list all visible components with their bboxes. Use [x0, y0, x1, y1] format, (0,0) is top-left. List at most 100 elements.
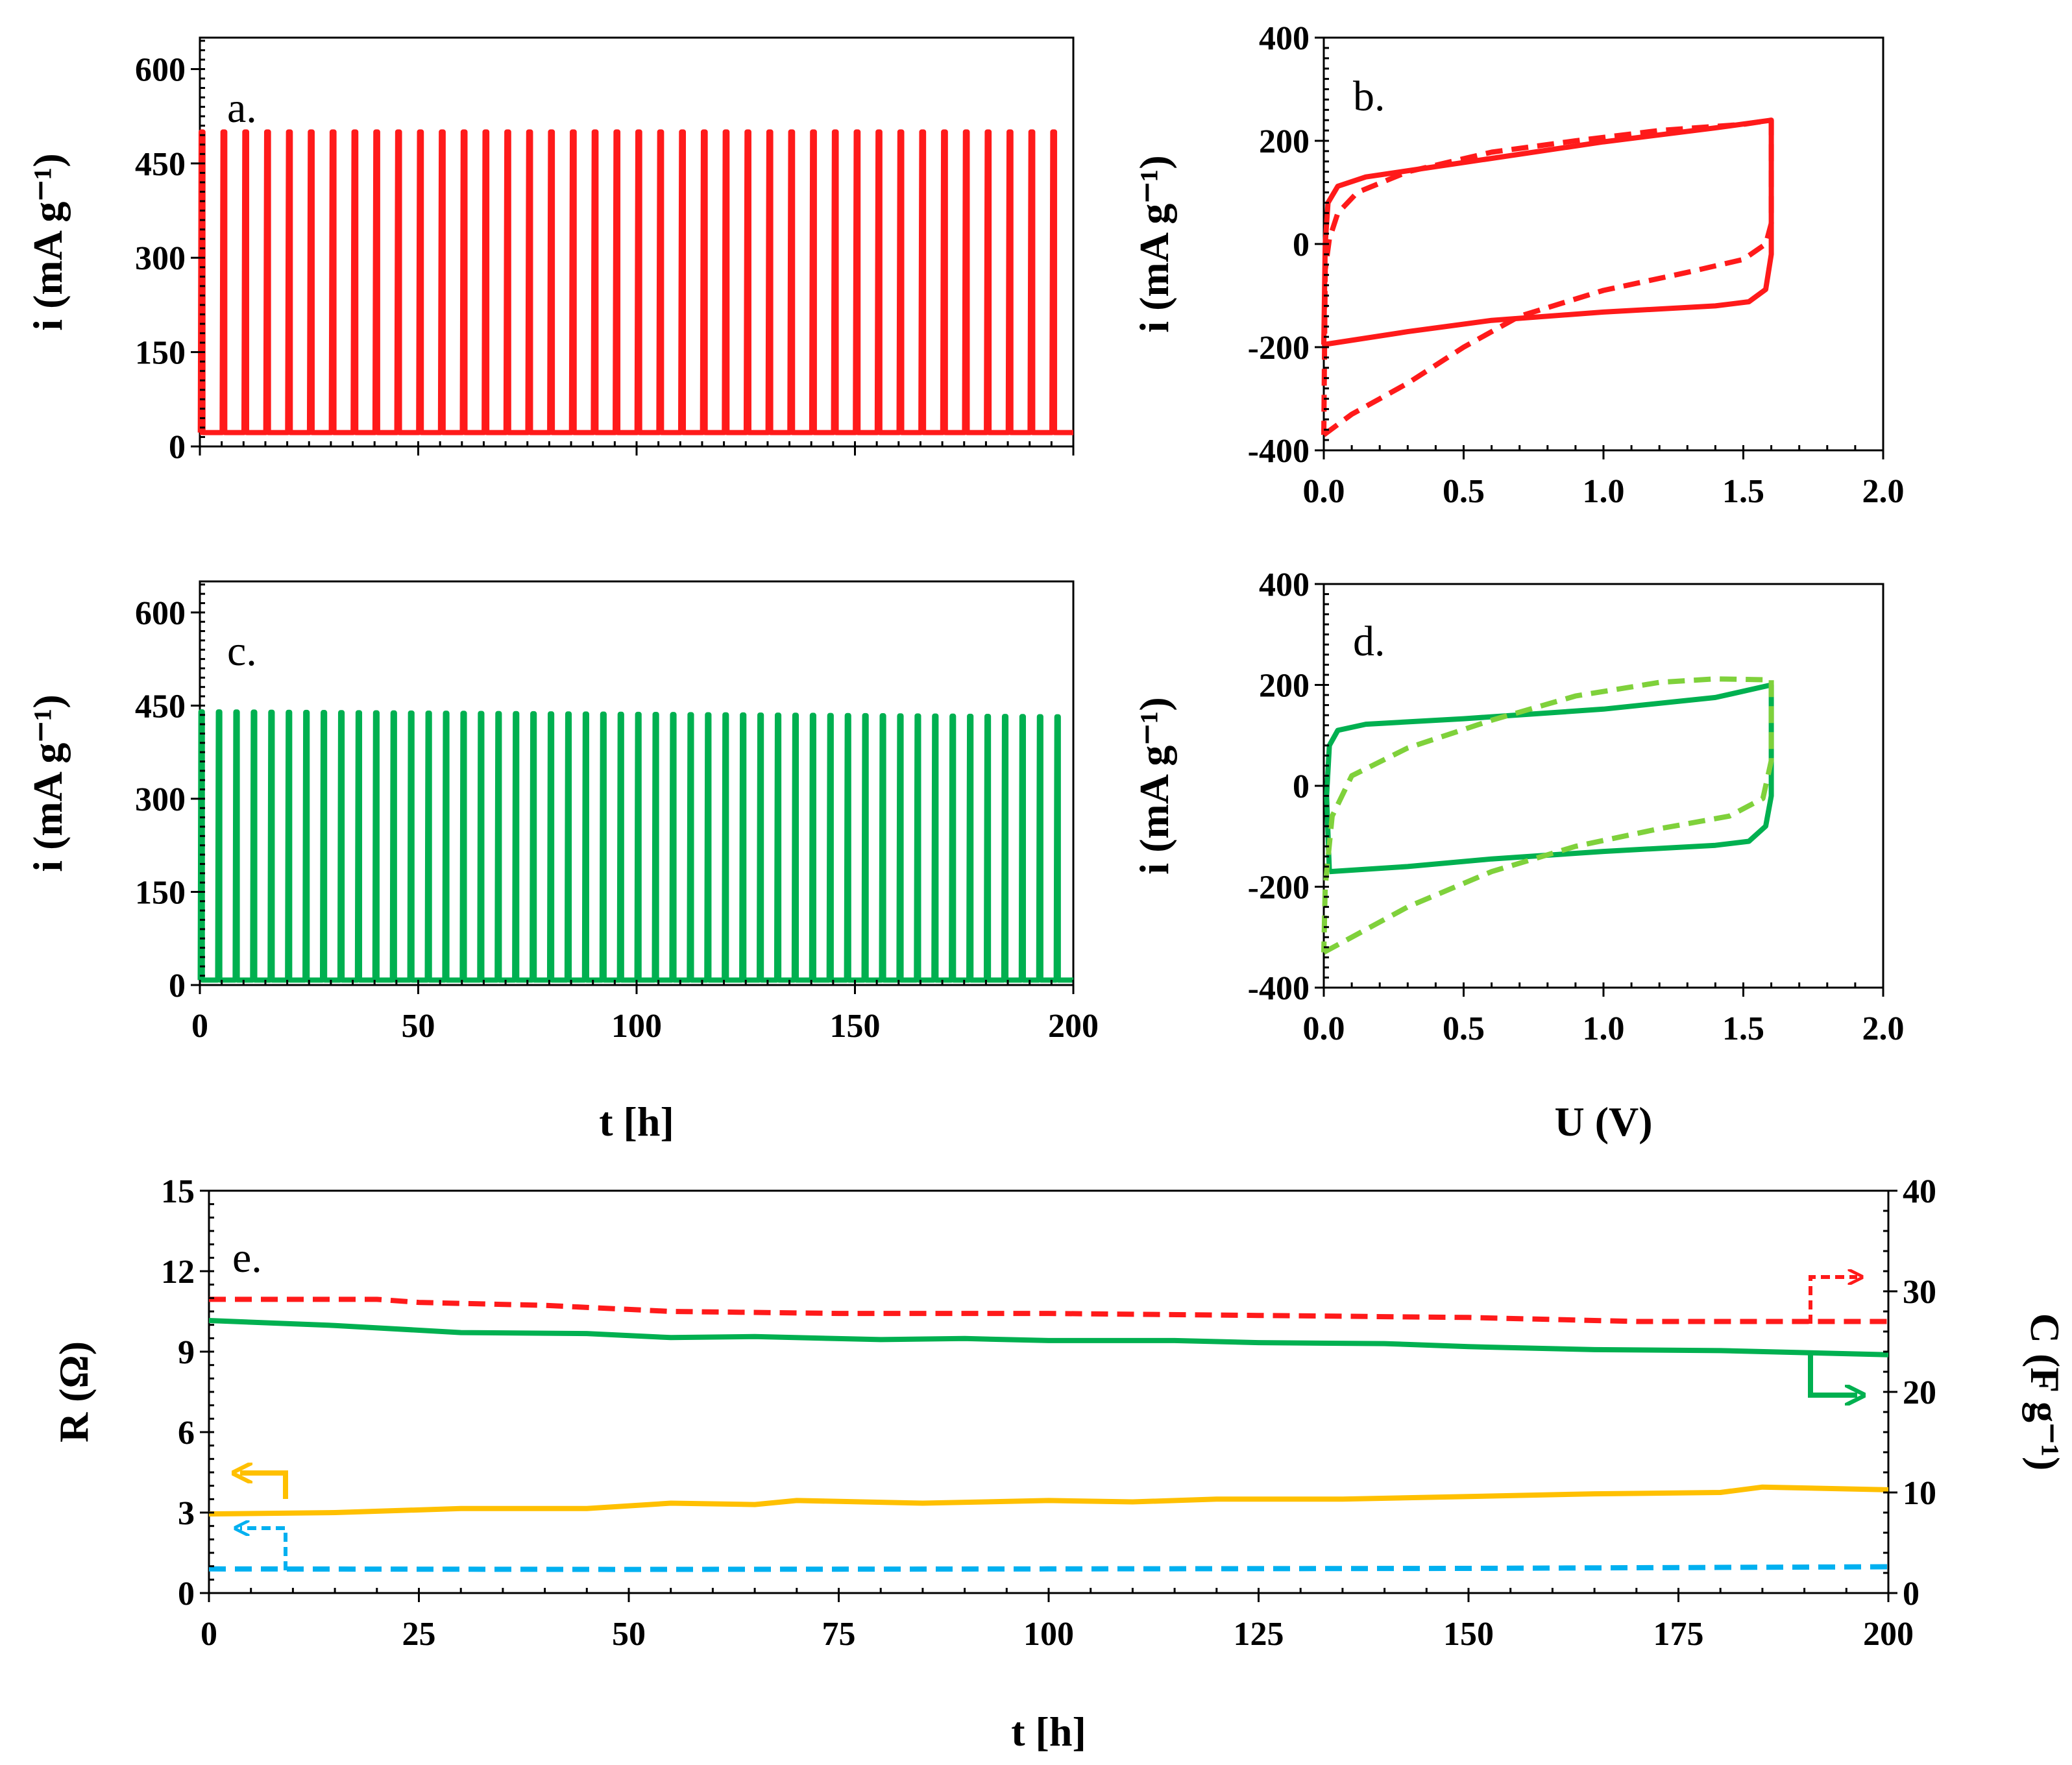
panel-c-y-tick-label: 150	[135, 874, 186, 911]
panel-b-y-tick-label: -400	[1248, 433, 1310, 470]
panel-d-dashed-series-line	[1321, 676, 1774, 955]
panel-a-y-tick-label: 150	[135, 335, 186, 372]
panel-b-x-ticks: 0.0 0.5 1.0 1.5 2.0	[1303, 445, 1905, 510]
panel-c-y-tick-label: 0	[169, 968, 186, 1004]
panel-e-y-tick-label: 0	[178, 1576, 195, 1613]
panel-c-y-axis-title: i (mA g⁻¹)	[25, 694, 71, 871]
panel-e-x-tick-label: 0	[201, 1616, 217, 1653]
panel-c-letter: c.	[227, 627, 257, 675]
panel-a-y-tick-label: 450	[135, 146, 186, 183]
panel-d-x-tick-label: 1.0	[1583, 1010, 1625, 1047]
panel-a-letter: a.	[227, 84, 257, 132]
panel-d-y-tick-label: 0	[1293, 768, 1310, 805]
panel-a-y-tick-label: 0	[169, 429, 186, 466]
panel-c-x-tick-label: 0	[191, 1008, 208, 1045]
panel-c-y-tick-label: 300	[135, 781, 186, 818]
panel-e-y-tick-label: 3	[178, 1495, 195, 1532]
panel-a-y-axis-title: i (mA g⁻¹)	[25, 153, 71, 330]
panel-e-x-tick-label: 200	[1863, 1616, 1914, 1653]
panel-e-y2-ticks: 0 10 20 30 40	[1883, 1173, 1936, 1613]
panel-e-y-tick-label: 15	[161, 1173, 195, 1210]
panel-b-dashed-series-line	[1321, 117, 1774, 437]
panel-b-cyclic-voltammogram: -400 -200 0 200 400 0.0 0.5 1.0 1.5 2.0 b. i (mA…	[1131, 20, 1905, 510]
panel-a-y-tick-label: 300	[135, 240, 186, 277]
panel-b-y-ticks: -400 -200 0 200 400	[1248, 20, 1329, 470]
panel-b-letter: b.	[1353, 73, 1385, 120]
panel-e-y2-tick-label: 20	[1903, 1374, 1936, 1411]
panel-e-frame	[208, 1189, 1890, 1594]
panel-e-resistance-capacitance: 0 3 6 9 12 15 0 10 20 30 40 0 25 50 75 100 125 150 175 20…	[51, 1173, 2068, 1755]
panel-c-y-tick-label: 450	[135, 688, 186, 725]
panel-c-x-tick-label: 100	[611, 1008, 662, 1045]
panel-c-x-tick-label: 50	[402, 1008, 435, 1045]
panel-a-x-ticks	[199, 441, 1075, 456]
panel-e-x-tick-label: 75	[822, 1616, 856, 1653]
panel-b-x-tick-label: 0.5	[1443, 473, 1485, 510]
panel-d-cyclic-voltammogram: -400 -200 0 200 400 0.0 0.5 1.0 1.5 2.0 d. i (mA…	[1131, 566, 1905, 1145]
panel-a-series	[197, 129, 1073, 435]
panel-c-y-tick-label: 600	[135, 595, 186, 632]
panel-b-x-tick-label: 2.0	[1862, 473, 1905, 510]
panel-c-solid-series-line	[197, 709, 1073, 983]
panel-e-x-ticks: 0 25 50 75 100 125 150 175 200	[201, 1588, 1914, 1653]
panel-d-x-ticks: 0.0 0.5 1.0 1.5 2.0	[1303, 982, 1905, 1047]
panel-b-y-tick-label: 400	[1259, 20, 1310, 57]
red-right-axis-arrow-icon	[1809, 1277, 1857, 1324]
panel-c-series	[197, 709, 1073, 983]
panel-e-series	[208, 1296, 1889, 1572]
panel-b-x-tick-label: 1.5	[1722, 473, 1764, 510]
panel-b-x-tick-label: 0.0	[1303, 473, 1345, 510]
panel-d-x-tick-label: 1.5	[1722, 1010, 1764, 1047]
panel-d-x-tick-label: 0.0	[1303, 1010, 1345, 1047]
panel-e-x-tick-label: 150	[1443, 1616, 1494, 1653]
panel-e-y-tick-label: 6	[178, 1415, 195, 1452]
panel-e-x-tick-label: 25	[402, 1616, 436, 1653]
yellow-left-axis-arrow-icon	[240, 1473, 288, 1499]
panel-c-y-ticks: 0 150 300 450 600	[135, 583, 205, 1004]
panel-b-y-tick-label: 0	[1293, 226, 1310, 263]
panel-e-dashed-series-line	[208, 1564, 1889, 1572]
panel-a-current-vs-time: 0 150 300 450 600 a. i (mA g⁻¹)	[25, 36, 1075, 466]
panel-d-frame	[1322, 583, 1884, 989]
panel-b-frame	[1322, 36, 1884, 452]
panel-d-y-tick-label: -200	[1248, 870, 1310, 907]
panel-d-x-tick-label: 0.5	[1443, 1010, 1485, 1047]
panel-c-current-vs-time: 0 150 300 450 600 0 50 100 150 200 c. i (mA g⁻¹)…	[25, 580, 1099, 1145]
panel-d-y-axis-title: i (mA g⁻¹)	[1131, 697, 1177, 874]
panel-e-y2-axis-title: C (F g⁻¹)	[2022, 1313, 2068, 1471]
green-right-axis-arrow-icon	[1808, 1351, 1857, 1395]
panel-b-y-tick-label: -200	[1248, 330, 1310, 367]
panel-e-y-axis-title: R (Ω)	[51, 1341, 97, 1442]
panel-e-x-tick-label: 100	[1023, 1616, 1074, 1653]
panel-c-x-axis-title: t [h]	[599, 1099, 674, 1145]
panel-e-y-tick-label: 12	[161, 1254, 195, 1291]
panel-a-y-ticks: 0 150 300 450 600	[135, 40, 205, 466]
panel-d-x-axis-title: U (V)	[1554, 1099, 1652, 1145]
panel-b-x-tick-label: 1.0	[1583, 473, 1625, 510]
panel-d-y-tick-label: 200	[1259, 668, 1310, 705]
panel-e-x-axis-title: t [h]	[1011, 1709, 1086, 1755]
panel-e-y-ticks: 0 3 6 9 12 15	[161, 1173, 214, 1613]
panel-d-solid-series-line	[1324, 682, 1774, 875]
panel-a-y-tick-label: 600	[135, 51, 186, 88]
panel-c-x-tick-label: 200	[1048, 1008, 1099, 1045]
panel-b-solid-series-line	[1321, 117, 1774, 347]
panel-d-x-tick-label: 2.0	[1862, 1010, 1905, 1047]
panel-b-series	[1321, 117, 1774, 437]
panel-b-y-axis-title: i (mA g⁻¹)	[1131, 155, 1177, 332]
panel-e-x-tick-label: 125	[1234, 1616, 1284, 1653]
panel-e-y2-tick-label: 40	[1903, 1173, 1936, 1210]
panel-c-x-ticks: 0 50 100 150 200	[191, 980, 1099, 1045]
panel-d-letter: d.	[1353, 618, 1385, 665]
panel-e-x-tick-label: 50	[612, 1616, 646, 1653]
panel-d-y-ticks: -400 -200 0 200 400	[1248, 566, 1329, 1007]
panel-e-y2-tick-label: 10	[1903, 1475, 1936, 1512]
panel-e-dashed-series-line	[209, 1296, 1888, 1324]
panel-c-x-tick-label: 150	[830, 1008, 881, 1045]
panel-d-series	[1321, 676, 1774, 955]
blue-left-axis-arrow-icon	[240, 1528, 287, 1570]
panel-b-y-tick-label: 200	[1259, 123, 1310, 160]
panel-e-y-tick-label: 9	[178, 1334, 195, 1371]
panel-e-y2-tick-label: 30	[1903, 1274, 1936, 1311]
